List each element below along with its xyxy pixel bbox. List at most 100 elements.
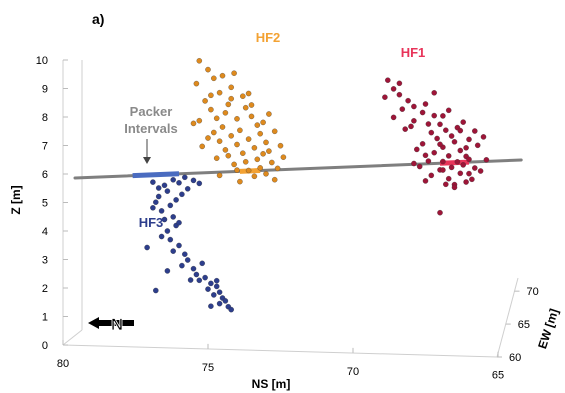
axis-ticks: 0 1 2 3 4 5 6 7 8 9 10 80 75 70 65 60 65 70	[36, 55, 539, 382]
data-point-hf1	[440, 167, 446, 173]
data-point-hf2	[269, 159, 275, 166]
data-point-hf3	[216, 300, 223, 307]
data-point-hf3	[176, 180, 182, 186]
data-point-hf1	[445, 175, 452, 182]
data-point-hf3	[155, 185, 162, 191]
data-point-hf3	[193, 271, 200, 278]
data-point-hf3	[179, 191, 185, 198]
data-point-hf1	[431, 112, 437, 119]
data-point-hf1	[411, 118, 417, 124]
data-point-hf2	[266, 148, 272, 154]
floor-front-edge	[62, 344, 498, 358]
data-point-hf1	[425, 158, 432, 164]
data-point-hf2	[211, 75, 217, 82]
data-point-hf2	[248, 102, 255, 108]
y-tick-label: 5	[42, 198, 48, 210]
data-point-hf2	[245, 167, 252, 174]
data-point-hf2	[231, 70, 237, 76]
data-point-hf2	[254, 156, 261, 163]
data-point-hf1	[477, 168, 484, 174]
data-point-hf1	[457, 127, 464, 134]
data-point-hf2	[251, 145, 258, 151]
data-point-hf1	[460, 119, 466, 125]
data-point-hf3	[190, 177, 197, 184]
data-point-hf1	[483, 157, 490, 163]
data-point-hf2	[254, 122, 261, 128]
data-point-hf3	[196, 277, 203, 284]
data-point-hf1	[445, 153, 452, 159]
y-tick-label: 2	[42, 283, 48, 295]
data-point-hf3	[205, 286, 211, 292]
data-point-hf1	[431, 149, 437, 156]
data-point-hf1	[419, 109, 426, 116]
data-point-hf2	[219, 72, 226, 79]
data-point-hf1	[390, 114, 397, 121]
data-point-hf2	[237, 178, 243, 185]
data-point-hf2	[216, 138, 223, 144]
data-point-hf2	[216, 172, 223, 179]
data-point-hf3	[153, 199, 159, 205]
data-point-hf1	[445, 107, 452, 114]
data-point-hf1	[457, 147, 464, 154]
data-point-hf1	[399, 106, 406, 112]
data-point-hf2	[274, 165, 281, 172]
data-point-hf1	[431, 90, 437, 96]
packer-interval	[132, 171, 180, 179]
data-point-hf3	[150, 205, 156, 211]
data-point-hf2	[277, 142, 284, 149]
data-point-hf3	[158, 208, 165, 214]
data-point-hf1	[440, 158, 446, 165]
data-point-hf1	[396, 80, 403, 87]
data-point-hf2	[190, 120, 197, 127]
data-point-hf3	[208, 303, 214, 309]
data-point-hf1	[411, 103, 417, 110]
data-point-hf2	[245, 136, 252, 142]
data-point-hf2	[266, 111, 272, 117]
data-point-hf2	[211, 129, 217, 136]
data-point-hf1	[466, 170, 472, 177]
packer-intervals-label-line2: Intervals	[124, 121, 177, 136]
data-point-hf1	[414, 146, 420, 153]
data-point-hf1	[396, 91, 403, 98]
data-point-hf2	[222, 147, 229, 153]
data-point-hf1	[469, 176, 475, 183]
data-point-hf1	[419, 141, 426, 147]
data-point-hf2	[225, 101, 232, 108]
data-point-hf3	[222, 298, 229, 304]
y-tick-label: 1	[42, 312, 48, 324]
x-tick-label: 80	[57, 358, 69, 370]
data-point-hf1	[440, 113, 446, 119]
data-point-hf1	[405, 97, 411, 104]
ew-tick-label: 65	[518, 319, 530, 331]
data-point-hf1	[472, 128, 478, 134]
data-point-hf3	[153, 287, 159, 294]
data-point-hf1	[428, 172, 435, 179]
data-point-hf2	[208, 106, 214, 113]
data-point-hf2	[205, 135, 211, 141]
data-point-hf1	[474, 142, 481, 149]
data-point-hf2	[242, 159, 249, 165]
data-point-hf2	[196, 58, 203, 64]
data-point-hf3	[179, 262, 185, 269]
data-point-hf3	[211, 292, 217, 298]
y-tick-label: 7	[42, 141, 48, 153]
data-point-hf2	[219, 124, 226, 130]
data-point-hf2	[263, 139, 269, 146]
data-point-hf2	[228, 95, 234, 102]
data-point-hf1	[385, 77, 391, 83]
data-point-hf2	[257, 130, 263, 137]
z-axis-label: EW [m]	[535, 307, 561, 351]
floor-right-edge	[496, 277, 519, 358]
data-point-hf3	[187, 277, 194, 283]
y-axis-label: Z [m]	[9, 185, 23, 214]
data-point-hf3	[196, 180, 203, 187]
data-point-hf2	[202, 98, 208, 104]
data-point-hf2	[234, 167, 240, 173]
data-point-hf3	[164, 228, 171, 234]
data-point-hf3	[170, 177, 176, 183]
data-point-hf2	[193, 80, 200, 87]
data-point-hf3	[199, 260, 205, 267]
y-tick-label: 3	[42, 255, 48, 267]
data-point-hf3	[182, 251, 188, 257]
data-point-hf3	[190, 265, 197, 272]
